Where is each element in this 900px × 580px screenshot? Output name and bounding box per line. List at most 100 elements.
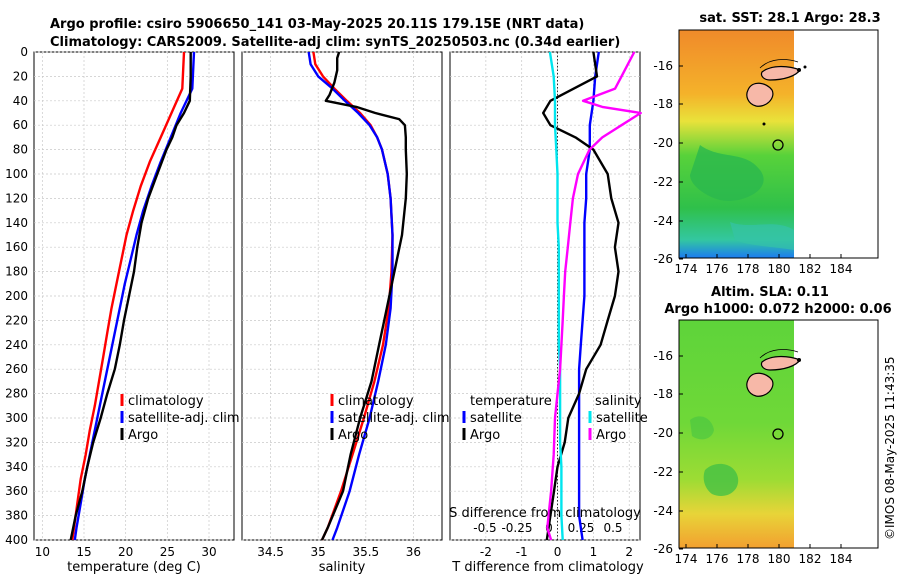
- depth-tick-label: 340: [5, 460, 28, 474]
- lat-tick-label: -18: [653, 387, 673, 401]
- lat-tick-label: -16: [653, 349, 673, 363]
- legend-climatology: climatology: [338, 394, 414, 409]
- lat-tick-label: -22: [653, 465, 673, 479]
- x-tick-label: 15: [76, 545, 91, 559]
- x-tick-label: 2: [625, 545, 633, 559]
- lat-tick-label: -20: [653, 136, 673, 150]
- lon-tick-label: 184: [830, 262, 853, 276]
- x-tick-label: 25: [160, 545, 175, 559]
- x-tick-label: 34.5: [257, 545, 284, 559]
- lon-tick-label: 184: [830, 552, 853, 566]
- series-line-argo: [320, 51, 408, 541]
- depth-tick-label: 140: [5, 216, 28, 230]
- island-vanua-levu: [760, 65, 801, 81]
- lon-tick-label: 178: [737, 552, 760, 566]
- lon-tick-label: 176: [706, 262, 729, 276]
- legend-temperature: temperature: [470, 394, 552, 409]
- series-line-t-satellite: [577, 51, 600, 541]
- sla-low-patch: [690, 416, 714, 440]
- lat-tick-label: -26: [653, 252, 673, 266]
- depth-tick-label: 240: [5, 338, 28, 352]
- lon-tick-label: 174: [675, 552, 698, 566]
- lat-tick-label: -24: [653, 214, 673, 228]
- legend-satellite-adj: satellite-adj. clim: [338, 411, 450, 426]
- lat-tick-label: -26: [653, 542, 673, 556]
- sst-map-title: sat. SST: 28.1 Argo: 28.3: [699, 11, 880, 26]
- depth-tick-label: 320: [5, 435, 28, 449]
- series-line-satellite-adj-clim: [307, 51, 394, 541]
- small-islands: [797, 358, 801, 362]
- legend-s-argo: Argo: [596, 428, 626, 443]
- x-tick-label: 35: [311, 545, 326, 559]
- depth-tick-label: 260: [5, 362, 28, 376]
- x-tick-label: 1: [590, 545, 598, 559]
- sla-low-patch: [703, 463, 739, 497]
- legend-salinity: salinity: [595, 394, 642, 409]
- x-tick-label: 30: [201, 545, 216, 559]
- argo-position-marker: [772, 428, 784, 440]
- depth-tick-label: 300: [5, 411, 28, 425]
- lon-tick-label: 180: [768, 262, 791, 276]
- depth-tick-label: 160: [5, 240, 28, 254]
- profile-lines: [69, 51, 642, 541]
- depth-tick-label: 180: [5, 265, 28, 279]
- reef-outline: [759, 59, 799, 69]
- x-tick-label: -1: [516, 545, 528, 559]
- lat-tick-label: -16: [653, 59, 673, 73]
- x-tick-label: 36: [406, 545, 421, 559]
- reef-outline: [759, 349, 799, 359]
- lon-tick-label: 178: [737, 262, 760, 276]
- sst-field: [679, 30, 794, 258]
- x-tick-label: 0: [554, 545, 562, 559]
- difference-legend: temperature satellite Argo salinity sate…: [462, 394, 648, 443]
- x-tick-label: 35.5: [352, 545, 379, 559]
- small-islands: [803, 65, 807, 69]
- sst-nodata: [794, 30, 878, 258]
- lat-tick-label: -24: [653, 504, 673, 518]
- legend-argo: Argo: [128, 428, 158, 443]
- sst-map: [678, 29, 879, 259]
- depth-tick-label: 20: [13, 69, 28, 83]
- lon-tick-label: 174: [675, 262, 698, 276]
- depth-tick-label: 360: [5, 484, 28, 498]
- depth-tick-label: 60: [13, 118, 28, 132]
- s-diff-tick-label: 0.5: [603, 521, 622, 535]
- legend-climatology: climatology: [128, 394, 204, 409]
- depth-tick-label: 220: [5, 313, 28, 327]
- sla-nodata: [794, 320, 878, 548]
- sla-map-title: Altim. SLA: 0.11: [711, 285, 829, 300]
- title-line1: Argo profile: csiro 5906650_141 03-May-2…: [50, 17, 584, 32]
- lon-tick-label: 182: [799, 262, 822, 276]
- small-islands: [797, 68, 801, 72]
- lat-tick-label: -22: [653, 175, 673, 189]
- series-line-argo: [69, 52, 192, 541]
- series-line-climatology: [312, 51, 394, 541]
- x-tick-label: 10: [35, 545, 50, 559]
- series-line-t-argo: [542, 51, 620, 541]
- legend-argo: Argo: [338, 428, 368, 443]
- grid-lines: [34, 51, 640, 541]
- s-diff-tick-label: -0.25: [501, 521, 532, 535]
- series-line-s-satellite: [548, 51, 564, 541]
- depth-tick-label: 200: [5, 289, 28, 303]
- depth-tick-label: 80: [13, 143, 28, 157]
- sla-map: [678, 319, 879, 549]
- series-line-climatology: [71, 51, 186, 541]
- depth-tick-label: 400: [5, 533, 28, 547]
- series-line-s-argo: [546, 51, 642, 541]
- temperature-legend: climatology satellite-adj. clim Argo: [120, 394, 240, 443]
- sdiff-xlabel: S difference from climatology: [449, 506, 641, 521]
- legend-t-satellite: satellite: [470, 411, 522, 426]
- s-diff-tick-label: -0.5: [473, 521, 496, 535]
- credit-text: ©IMOS 08-May-2025 11:43:35: [883, 356, 897, 540]
- x-tick-label: -2: [480, 545, 492, 559]
- x-tick-labels: 10 15 20 25 30 34.5 35 35.5 36 -2 -1 0 1 2-0.5 -0.25 0 0…: [35, 521, 633, 559]
- tdiff-xlabel: T difference from climatology: [451, 560, 644, 575]
- depth-tick-labels: 0 20 40 60 80 100 120 140 160 180 200 220 240 260 280 3…: [5, 45, 28, 547]
- lon-tick-label: 182: [799, 552, 822, 566]
- sst-cool-band: [730, 222, 794, 250]
- small-islands: [762, 122, 766, 126]
- depth-tick-label: 280: [5, 387, 28, 401]
